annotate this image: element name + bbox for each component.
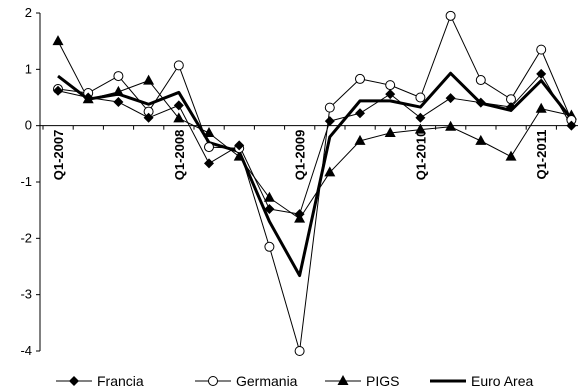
data-point <box>536 44 547 55</box>
data-point <box>384 126 396 137</box>
series-line <box>57 15 572 352</box>
data-point <box>324 116 335 127</box>
data-point <box>415 92 426 103</box>
data-point <box>53 85 63 96</box>
markers-pigs <box>52 35 577 223</box>
data-point <box>385 80 396 91</box>
chart-axes: 2 1 0 -1 -2 -3 -4 Q1-2007 Q1-2008 Q1-2009 Q1-2010 Q… <box>20 5 578 358</box>
data-point <box>445 93 456 104</box>
legend-marker <box>69 376 79 386</box>
x-tick-label: Q1-2007 <box>51 130 66 181</box>
data-point <box>204 158 214 169</box>
y-tick-label: 1 <box>25 61 32 76</box>
data-point <box>355 108 365 119</box>
markers-germania <box>53 10 577 356</box>
y-tick-label: -2 <box>20 230 32 245</box>
data-point <box>475 134 487 145</box>
x-tick-label: Q1-2010 <box>413 130 428 181</box>
chart-legend: Francia Germania PIGS Euro Area <box>56 373 533 389</box>
data-point <box>203 126 215 137</box>
data-point <box>415 112 426 123</box>
series-line <box>57 40 572 220</box>
legend-marker <box>208 376 218 386</box>
series-euro-area <box>57 71 573 278</box>
legend-item: Euro Area <box>430 373 533 389</box>
data-point <box>264 204 275 215</box>
data-point <box>324 102 335 113</box>
data-point <box>173 60 184 71</box>
data-point <box>506 102 516 113</box>
data-point <box>566 120 577 131</box>
markers-francia <box>53 68 577 220</box>
x-tick-label: Q1-2008 <box>172 130 187 181</box>
data-point <box>475 75 486 86</box>
data-point <box>294 209 305 220</box>
x-tick-label: Q1-2009 <box>293 130 308 181</box>
data-point <box>204 142 214 153</box>
data-point <box>113 71 124 82</box>
data-point <box>445 120 457 131</box>
data-point <box>475 97 486 108</box>
data-point <box>52 35 64 46</box>
data-point <box>173 112 185 123</box>
series-layer <box>52 10 577 356</box>
legend-label: Euro Area <box>471 373 533 389</box>
legend-item: Francia <box>56 373 144 389</box>
data-point <box>505 150 517 161</box>
legend-label: Francia <box>97 373 144 389</box>
data-point <box>173 100 184 111</box>
legend-item: Germania <box>195 373 298 389</box>
data-point <box>83 92 94 103</box>
data-point <box>263 191 275 202</box>
y-tick-label: -4 <box>20 343 32 358</box>
y-tick-label: 0 <box>25 118 32 133</box>
data-point <box>536 68 547 79</box>
data-point <box>385 89 396 100</box>
x-tick-label: Q1-2011 <box>534 130 549 180</box>
legend-label: PIGS <box>366 373 399 389</box>
series-pigs <box>57 40 572 220</box>
legend-item: PIGS <box>325 373 399 389</box>
data-point <box>414 123 426 134</box>
y-tick-label: 2 <box>25 5 32 20</box>
data-point <box>113 97 124 108</box>
data-point <box>112 85 124 96</box>
series-line <box>57 71 573 278</box>
series-germania <box>57 15 572 352</box>
data-point <box>143 112 154 123</box>
data-point <box>324 166 336 177</box>
data-point <box>294 346 305 356</box>
legend-label: Germania <box>236 373 298 389</box>
y-tick-label: -3 <box>20 287 32 302</box>
data-point <box>234 140 245 151</box>
data-point <box>264 241 275 252</box>
data-point <box>354 134 366 145</box>
data-point <box>445 10 456 21</box>
data-point <box>535 102 547 113</box>
data-point <box>355 73 365 84</box>
legend-marker <box>337 375 349 385</box>
y-tick-label: -1 <box>20 174 32 189</box>
data-point <box>233 150 245 161</box>
data-point <box>143 74 155 85</box>
